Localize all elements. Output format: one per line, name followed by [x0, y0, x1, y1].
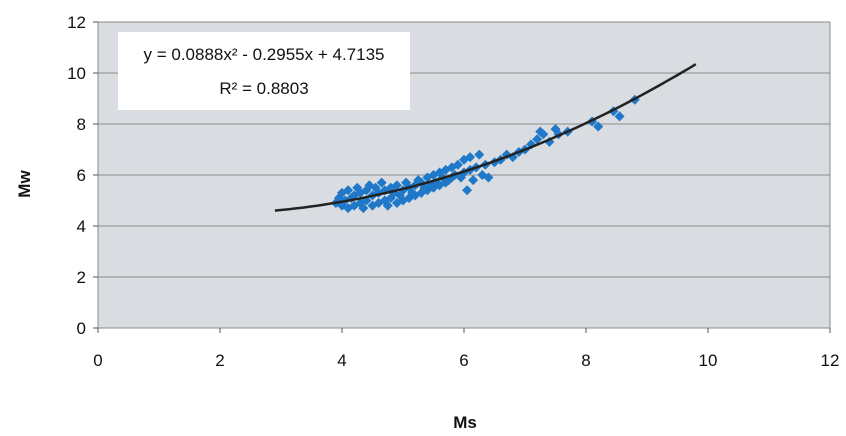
equation-box	[118, 32, 410, 110]
data-point	[532, 134, 543, 145]
y-tick-label: 10	[67, 64, 86, 83]
x-axis-title: Ms	[453, 413, 477, 432]
data-point	[376, 177, 387, 188]
x-axis-ticks: 0 2 4 6 8 10 12	[93, 328, 839, 370]
y-tick-label: 8	[77, 115, 86, 134]
data-point	[614, 111, 625, 122]
data-point	[343, 185, 354, 196]
y-axis-ticks: 0 2 4 6 8 10 12	[67, 13, 98, 338]
data-point	[593, 121, 604, 132]
data-point	[474, 149, 485, 160]
y-tick-label: 0	[77, 319, 86, 338]
data-point	[468, 175, 479, 186]
data-point	[382, 200, 393, 211]
y-tick-label: 4	[77, 217, 86, 236]
y-tick-label: 6	[77, 166, 86, 185]
x-tick-label: 2	[215, 351, 224, 370]
y-tick-label: 12	[67, 13, 86, 32]
data-point	[465, 152, 476, 163]
x-tick-label: 10	[699, 351, 718, 370]
x-tick-label: 0	[93, 351, 102, 370]
x-tick-label: 6	[459, 351, 468, 370]
y-tick-label: 2	[77, 268, 86, 287]
r-squared-label: R² = 0.8803	[219, 79, 308, 98]
y-axis-title: Mw	[15, 170, 34, 198]
x-tick-label: 8	[581, 351, 590, 370]
x-tick-label: 4	[337, 351, 346, 370]
data-point	[391, 180, 402, 191]
trendline	[274, 63, 697, 212]
data-point	[483, 172, 494, 183]
data-point	[462, 185, 473, 196]
data-point	[452, 159, 463, 170]
data-point	[538, 129, 549, 140]
trendline-equation: y = 0.0888x² - 0.2955x + 4.7135	[143, 45, 384, 64]
data-point	[358, 203, 369, 214]
x-tick-label: 12	[821, 351, 840, 370]
